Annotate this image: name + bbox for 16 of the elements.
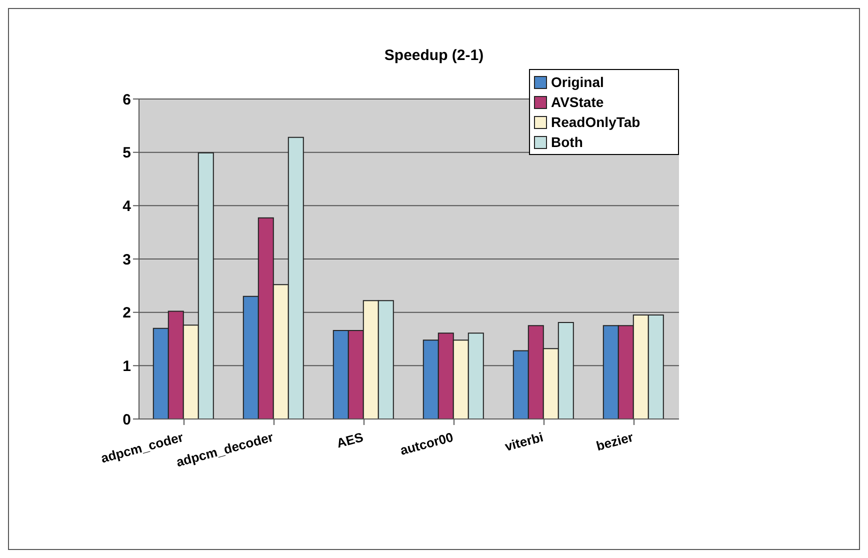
y-tick-label: 1 <box>122 358 131 375</box>
x-tick-label: AES <box>335 429 366 451</box>
y-tick-label: 0 <box>122 411 131 428</box>
legend-label: ReadOnlyTab <box>551 114 640 130</box>
legend-label: AVState <box>551 94 604 110</box>
chart-title: Speedup (2-1) <box>383 47 485 64</box>
x-tick-label: bezier <box>594 429 635 454</box>
legend-label: Original <box>551 74 604 90</box>
x-tick-label: autcor00 <box>398 429 455 458</box>
y-tick-label: 4 <box>122 198 132 215</box>
y-tick-label: 5 <box>122 144 131 162</box>
y-tick-label: 2 <box>122 304 131 322</box>
y-tick-label: 3 <box>122 251 131 268</box>
y-tick-label: 6 <box>122 91 131 108</box>
x-tick-label: viterbi <box>503 429 545 454</box>
legend-label: Both <box>551 134 583 150</box>
